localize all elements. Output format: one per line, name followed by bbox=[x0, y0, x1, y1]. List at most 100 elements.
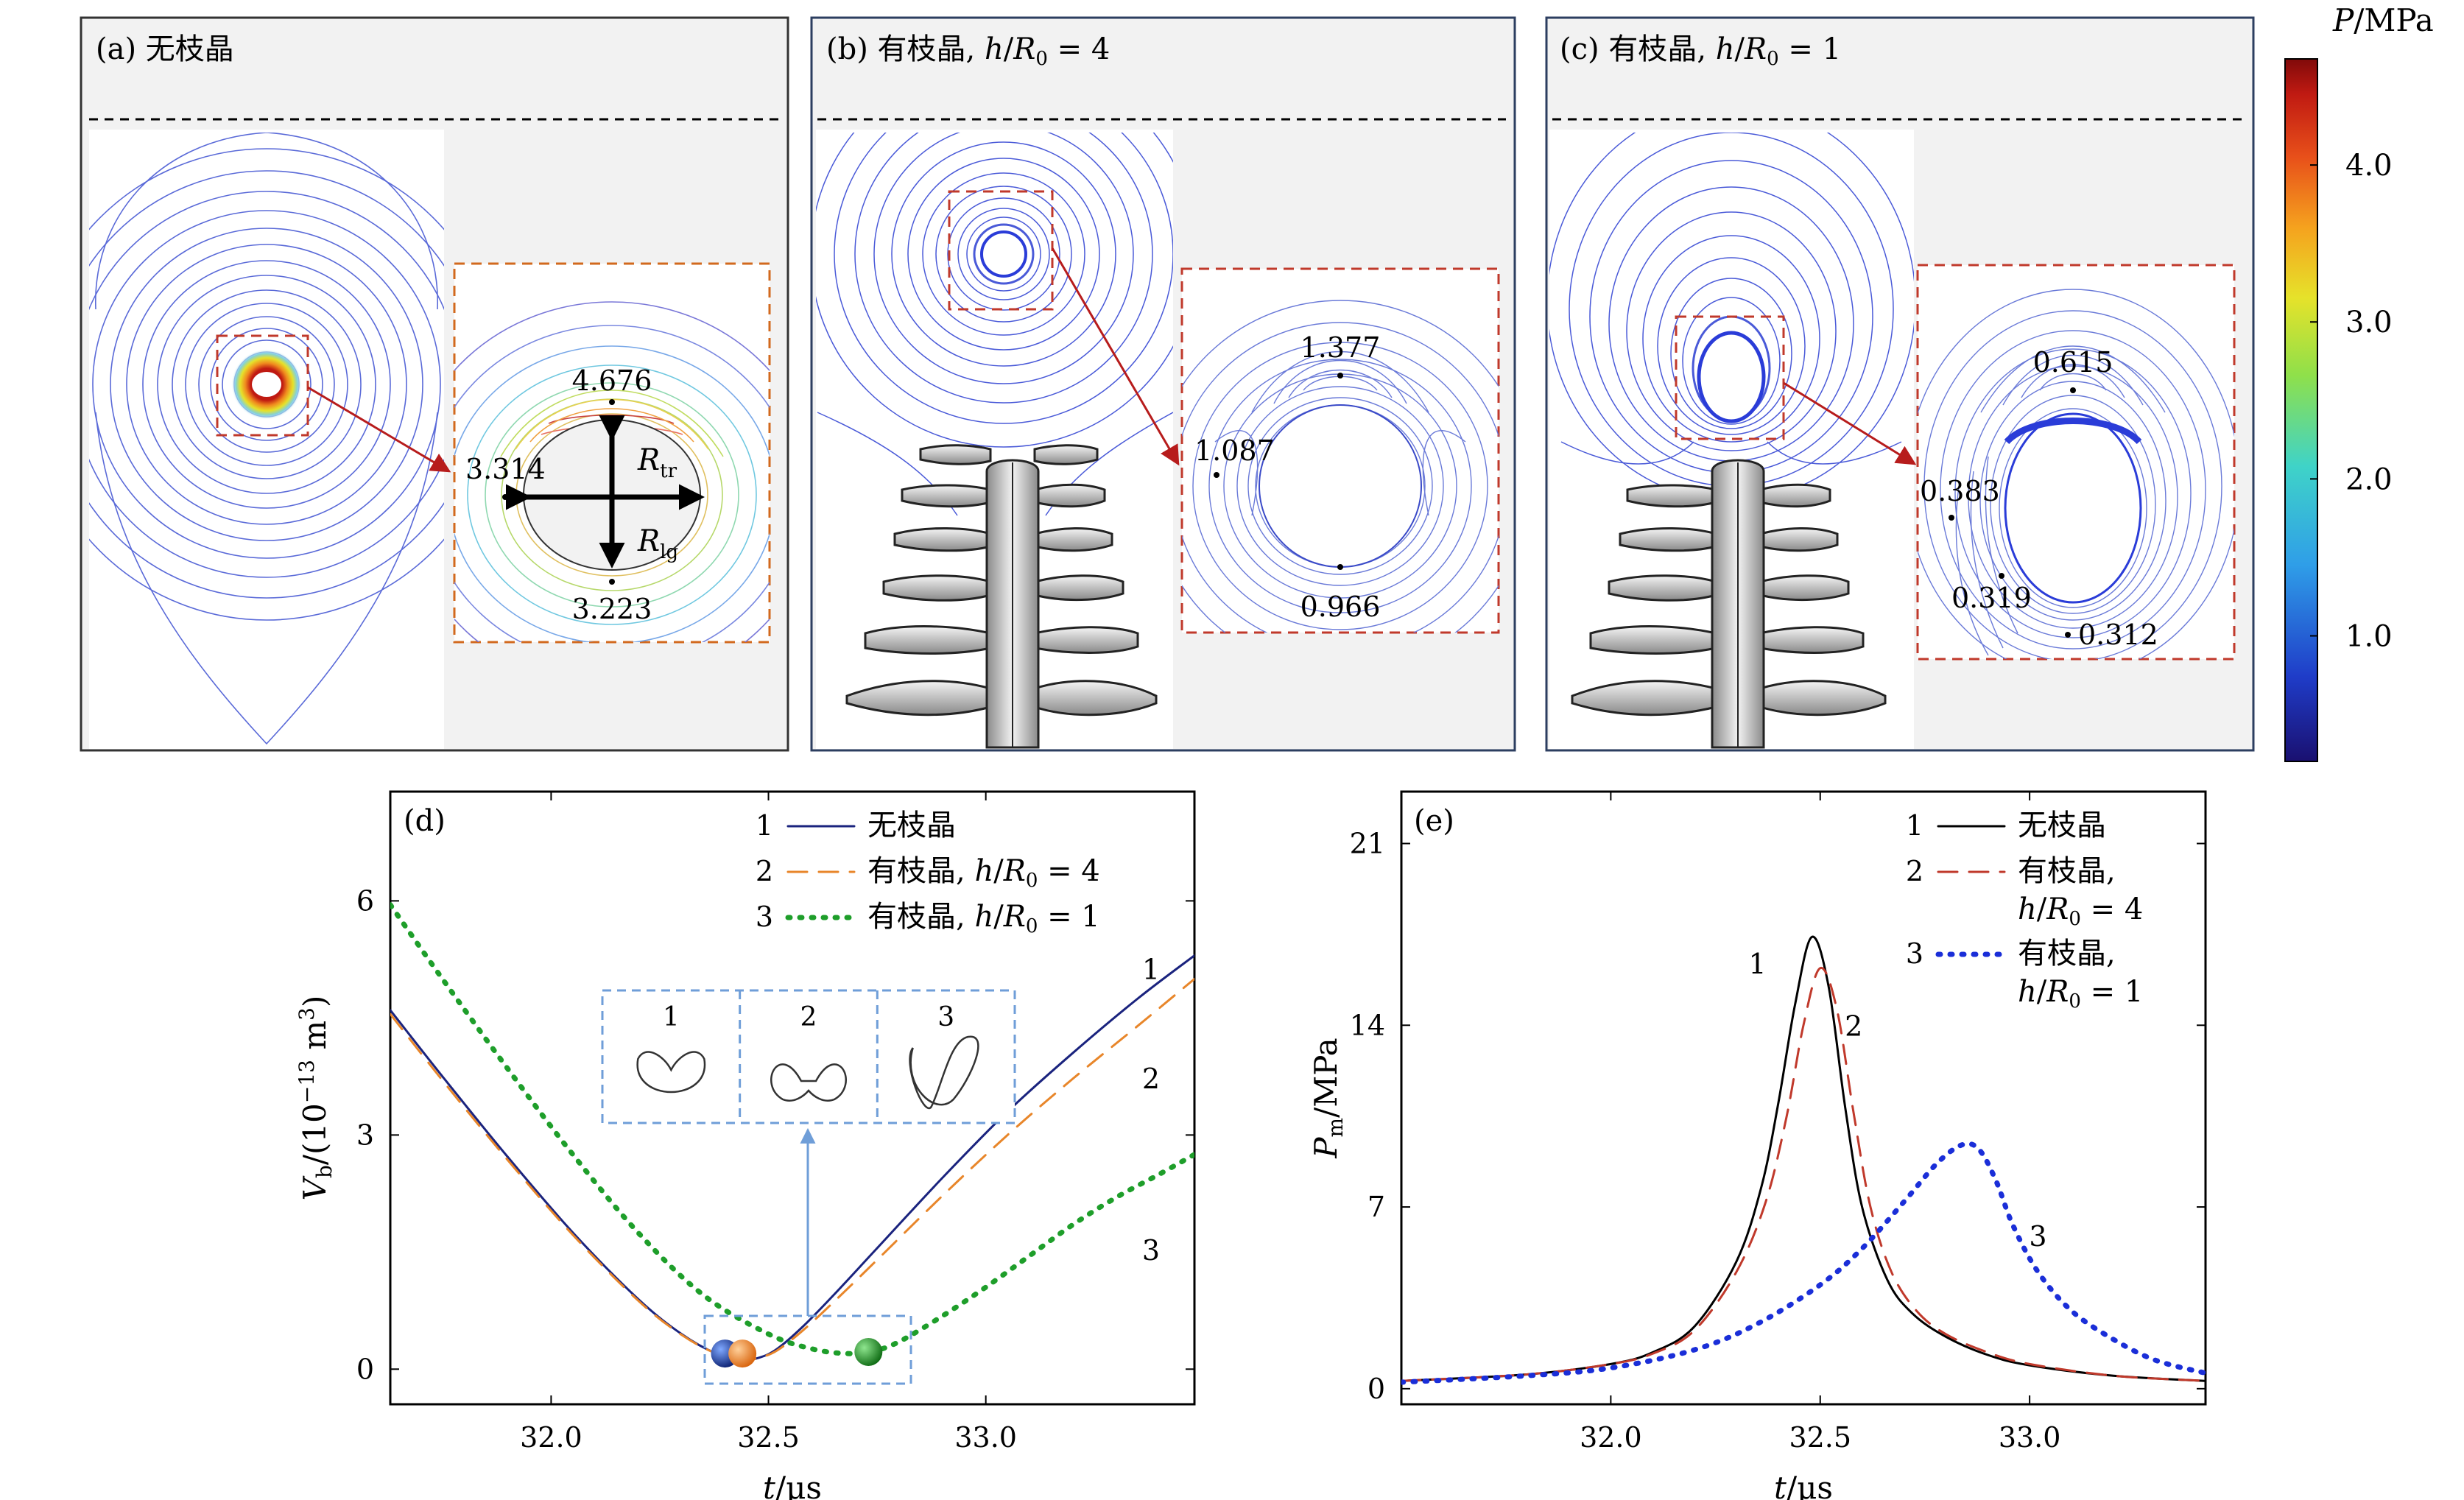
legend-number: 3 bbox=[1906, 937, 1923, 970]
panel-c-zoom-arrow bbox=[1783, 381, 1917, 465]
panel-b-inset-bubble bbox=[1259, 404, 1422, 568]
panel-b-top-label: 1.377 bbox=[1300, 331, 1381, 364]
colorbar: P/MPa 1.0 2.0 3.0 4.0 bbox=[2284, 2, 2434, 762]
panel-b-contours bbox=[816, 133, 1173, 516]
panel-a-max-dot bbox=[609, 399, 615, 405]
panel-b-dendrite bbox=[845, 444, 1158, 749]
y-tick-label: 3 bbox=[356, 1119, 374, 1151]
colorbar-tick-label: 1.0 bbox=[2345, 619, 2393, 653]
panel-b-left-dot bbox=[1214, 472, 1219, 478]
legend-entry-ratio: h/R0 = 4 bbox=[2018, 892, 2143, 930]
y-tick-label: 6 bbox=[356, 884, 374, 917]
x-axis-label: t/μs bbox=[763, 1470, 822, 1500]
panel-c-bubble bbox=[1697, 331, 1766, 423]
curve-label: 1 bbox=[1748, 948, 1766, 980]
panel-b-zoom-box bbox=[948, 190, 1054, 311]
shape-inset-frame bbox=[601, 989, 1016, 1124]
series-3-line bbox=[1401, 1141, 2206, 1385]
y-tick-label: 0 bbox=[356, 1353, 374, 1385]
y-tick-label: 21 bbox=[1350, 828, 1385, 860]
panel-b-bottom-label: 0.966 bbox=[1300, 591, 1381, 623]
y-tick-label: 0 bbox=[1367, 1373, 1385, 1405]
panel-b-bottom-dot bbox=[1337, 564, 1343, 570]
panel-c-dendrite bbox=[1571, 459, 1887, 749]
panel-c-inset-contours bbox=[1918, 289, 2234, 659]
panel-b-top-dot bbox=[1337, 373, 1343, 378]
bubble-shape-2 bbox=[770, 1063, 847, 1102]
shape-inset-label: 2 bbox=[800, 1002, 817, 1032]
panel-c-top-label: 0.615 bbox=[2033, 346, 2113, 378]
colorbar-tick-label: 3.0 bbox=[2345, 306, 2393, 339]
curve-label: 2 bbox=[1142, 1063, 1160, 1095]
legend-entry: 无枝晶 bbox=[867, 809, 956, 842]
panel-c-zoom-box bbox=[1675, 315, 1785, 440]
legend-entry: 有枝晶, bbox=[2018, 854, 2116, 888]
bubble-shape-3 bbox=[909, 1035, 979, 1110]
legend: 1 无枝晶 2 有枝晶, h/R0 = 4 3 有枝晶, h/R0 = 1 bbox=[756, 809, 1100, 937]
panel-b-title: (b) 有枝晶, h/R0 = 4 bbox=[826, 32, 1110, 70]
series-2-line bbox=[390, 977, 1194, 1362]
panel-a-contours bbox=[89, 133, 444, 745]
plot-frame bbox=[389, 790, 1196, 1406]
y-axis-label: Vb/(10−13 m3) bbox=[295, 996, 337, 1201]
colorbar-bar bbox=[2284, 58, 2318, 762]
panel-a-title: (a) 无枝晶 bbox=[96, 32, 234, 66]
x-tick-label: 32.5 bbox=[1789, 1421, 1851, 1454]
panel-a-bottom-label: 3.223 bbox=[572, 593, 652, 625]
series-1-line bbox=[1401, 935, 2206, 1382]
y-tick-label: 7 bbox=[1367, 1191, 1385, 1223]
panel-c-mid-label: 0.319 bbox=[1951, 582, 2032, 614]
bubble-shape-1 bbox=[636, 1051, 706, 1094]
plot-frame bbox=[1400, 790, 2207, 1406]
r-tr-label: Rtr bbox=[637, 443, 677, 482]
x-tick-label: 32.0 bbox=[1580, 1421, 1642, 1454]
minimum-marker bbox=[728, 1339, 757, 1368]
panel-a-zoom-box bbox=[216, 334, 309, 437]
legend-entry-ratio: h/R0 = 1 bbox=[2018, 975, 2143, 1013]
colorbar-title: P/MPa bbox=[2332, 2, 2434, 38]
panel-e-label: (e) bbox=[1414, 804, 1454, 838]
x-axis-label: t/μs bbox=[1774, 1470, 1833, 1500]
legend-number: 1 bbox=[756, 809, 773, 842]
colorbar-ticks: 1.0 2.0 3.0 4.0 bbox=[2310, 149, 2393, 653]
minimum-marker bbox=[854, 1337, 883, 1366]
colorbar-tick-label: 4.0 bbox=[2345, 149, 2393, 183]
shape-inset-label: 3 bbox=[937, 1002, 954, 1032]
legend-number: 3 bbox=[756, 901, 773, 933]
panel-c-mid-dot bbox=[1999, 573, 2004, 579]
series-group bbox=[1401, 935, 2206, 1385]
colorbar-tick-label: 2.0 bbox=[2345, 462, 2393, 496]
curve-label: 3 bbox=[1142, 1234, 1160, 1267]
panel-c-left-label: 0.383 bbox=[1920, 475, 2000, 507]
panel-d: (d) 32.0 32.5 33.0 0 3 6 t/μs Vb/(10−13 m3) 1 无枝晶… bbox=[295, 790, 1196, 1500]
panel-c-top-dot bbox=[2070, 387, 2076, 393]
panel-c: 0.615 0.383 0.319 0.312 (c) 有枝晶, h/R0 = … bbox=[1545, 16, 2255, 752]
x-tick-label: 33.0 bbox=[954, 1421, 1017, 1454]
series-group bbox=[390, 902, 1194, 1362]
series-2-line bbox=[1401, 967, 2206, 1382]
legend-number: 1 bbox=[1906, 809, 1923, 842]
curve-label: 2 bbox=[1845, 1010, 1862, 1042]
panel-c-inset-bubble bbox=[2004, 412, 2142, 604]
panel-a-bubble bbox=[252, 372, 281, 397]
shape-inset: 1 2 3 bbox=[601, 989, 1016, 1385]
curve-label: 1 bbox=[1142, 953, 1160, 985]
panel-a-inset-contours bbox=[454, 301, 770, 642]
x-tick-label: 32.5 bbox=[737, 1421, 800, 1454]
panel-a-field bbox=[89, 130, 444, 749]
legend-entry: 有枝晶, bbox=[2018, 937, 2116, 971]
panel-a: 4.676 3.314 3.223 Rtr Rlg (a) 无枝晶 bbox=[80, 16, 789, 752]
legend-number: 2 bbox=[756, 855, 773, 887]
panel-c-bottom-dot bbox=[2065, 632, 2071, 638]
legend-entry: 有枝晶, h/R0 = 1 bbox=[867, 900, 1100, 937]
y-tick-label: 14 bbox=[1350, 1009, 1385, 1041]
legend-entry: 有枝晶, h/R0 = 4 bbox=[867, 854, 1100, 892]
legend-number: 2 bbox=[1906, 855, 1923, 887]
panel-a-bottom-dot bbox=[609, 579, 615, 585]
panel-b-zoom-arrow bbox=[1051, 247, 1180, 466]
curve-label: 3 bbox=[2029, 1220, 2046, 1253]
panel-a-left-dot bbox=[502, 494, 508, 500]
x-tick-label: 33.0 bbox=[1999, 1421, 2061, 1454]
